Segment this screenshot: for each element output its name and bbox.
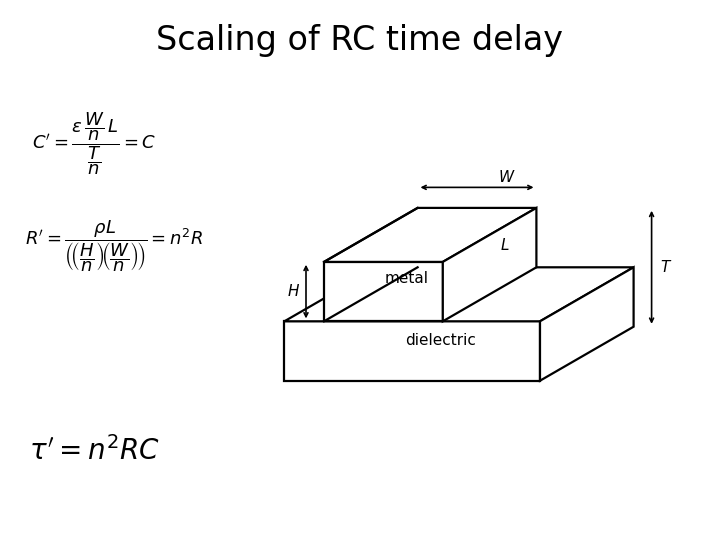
Polygon shape bbox=[284, 321, 540, 381]
Text: Scaling of RC time delay: Scaling of RC time delay bbox=[156, 24, 564, 57]
Text: $\tau'=n^2 RC$: $\tau'=n^2 RC$ bbox=[29, 436, 160, 466]
Text: dielectric: dielectric bbox=[405, 333, 476, 348]
Text: H: H bbox=[287, 284, 299, 299]
Text: W: W bbox=[499, 170, 514, 185]
Text: T: T bbox=[660, 260, 670, 275]
Text: L: L bbox=[500, 238, 509, 253]
Text: $R'=\dfrac{\rho L}{\left(\!\left(\dfrac{H}{n}\right)\!\left(\dfrac{W}{n}\right)\: $R'=\dfrac{\rho L}{\left(\!\left(\dfrac{… bbox=[25, 218, 203, 274]
Polygon shape bbox=[324, 208, 536, 262]
Polygon shape bbox=[324, 262, 443, 321]
Polygon shape bbox=[284, 267, 634, 321]
Text: metal: metal bbox=[384, 271, 429, 286]
Text: $C'=\dfrac{\varepsilon \,\dfrac{W}{n}\, L}{\dfrac{T}{n}}=C$: $C'=\dfrac{\varepsilon \,\dfrac{W}{n}\, … bbox=[32, 110, 157, 177]
Polygon shape bbox=[540, 267, 634, 381]
Polygon shape bbox=[443, 208, 536, 321]
